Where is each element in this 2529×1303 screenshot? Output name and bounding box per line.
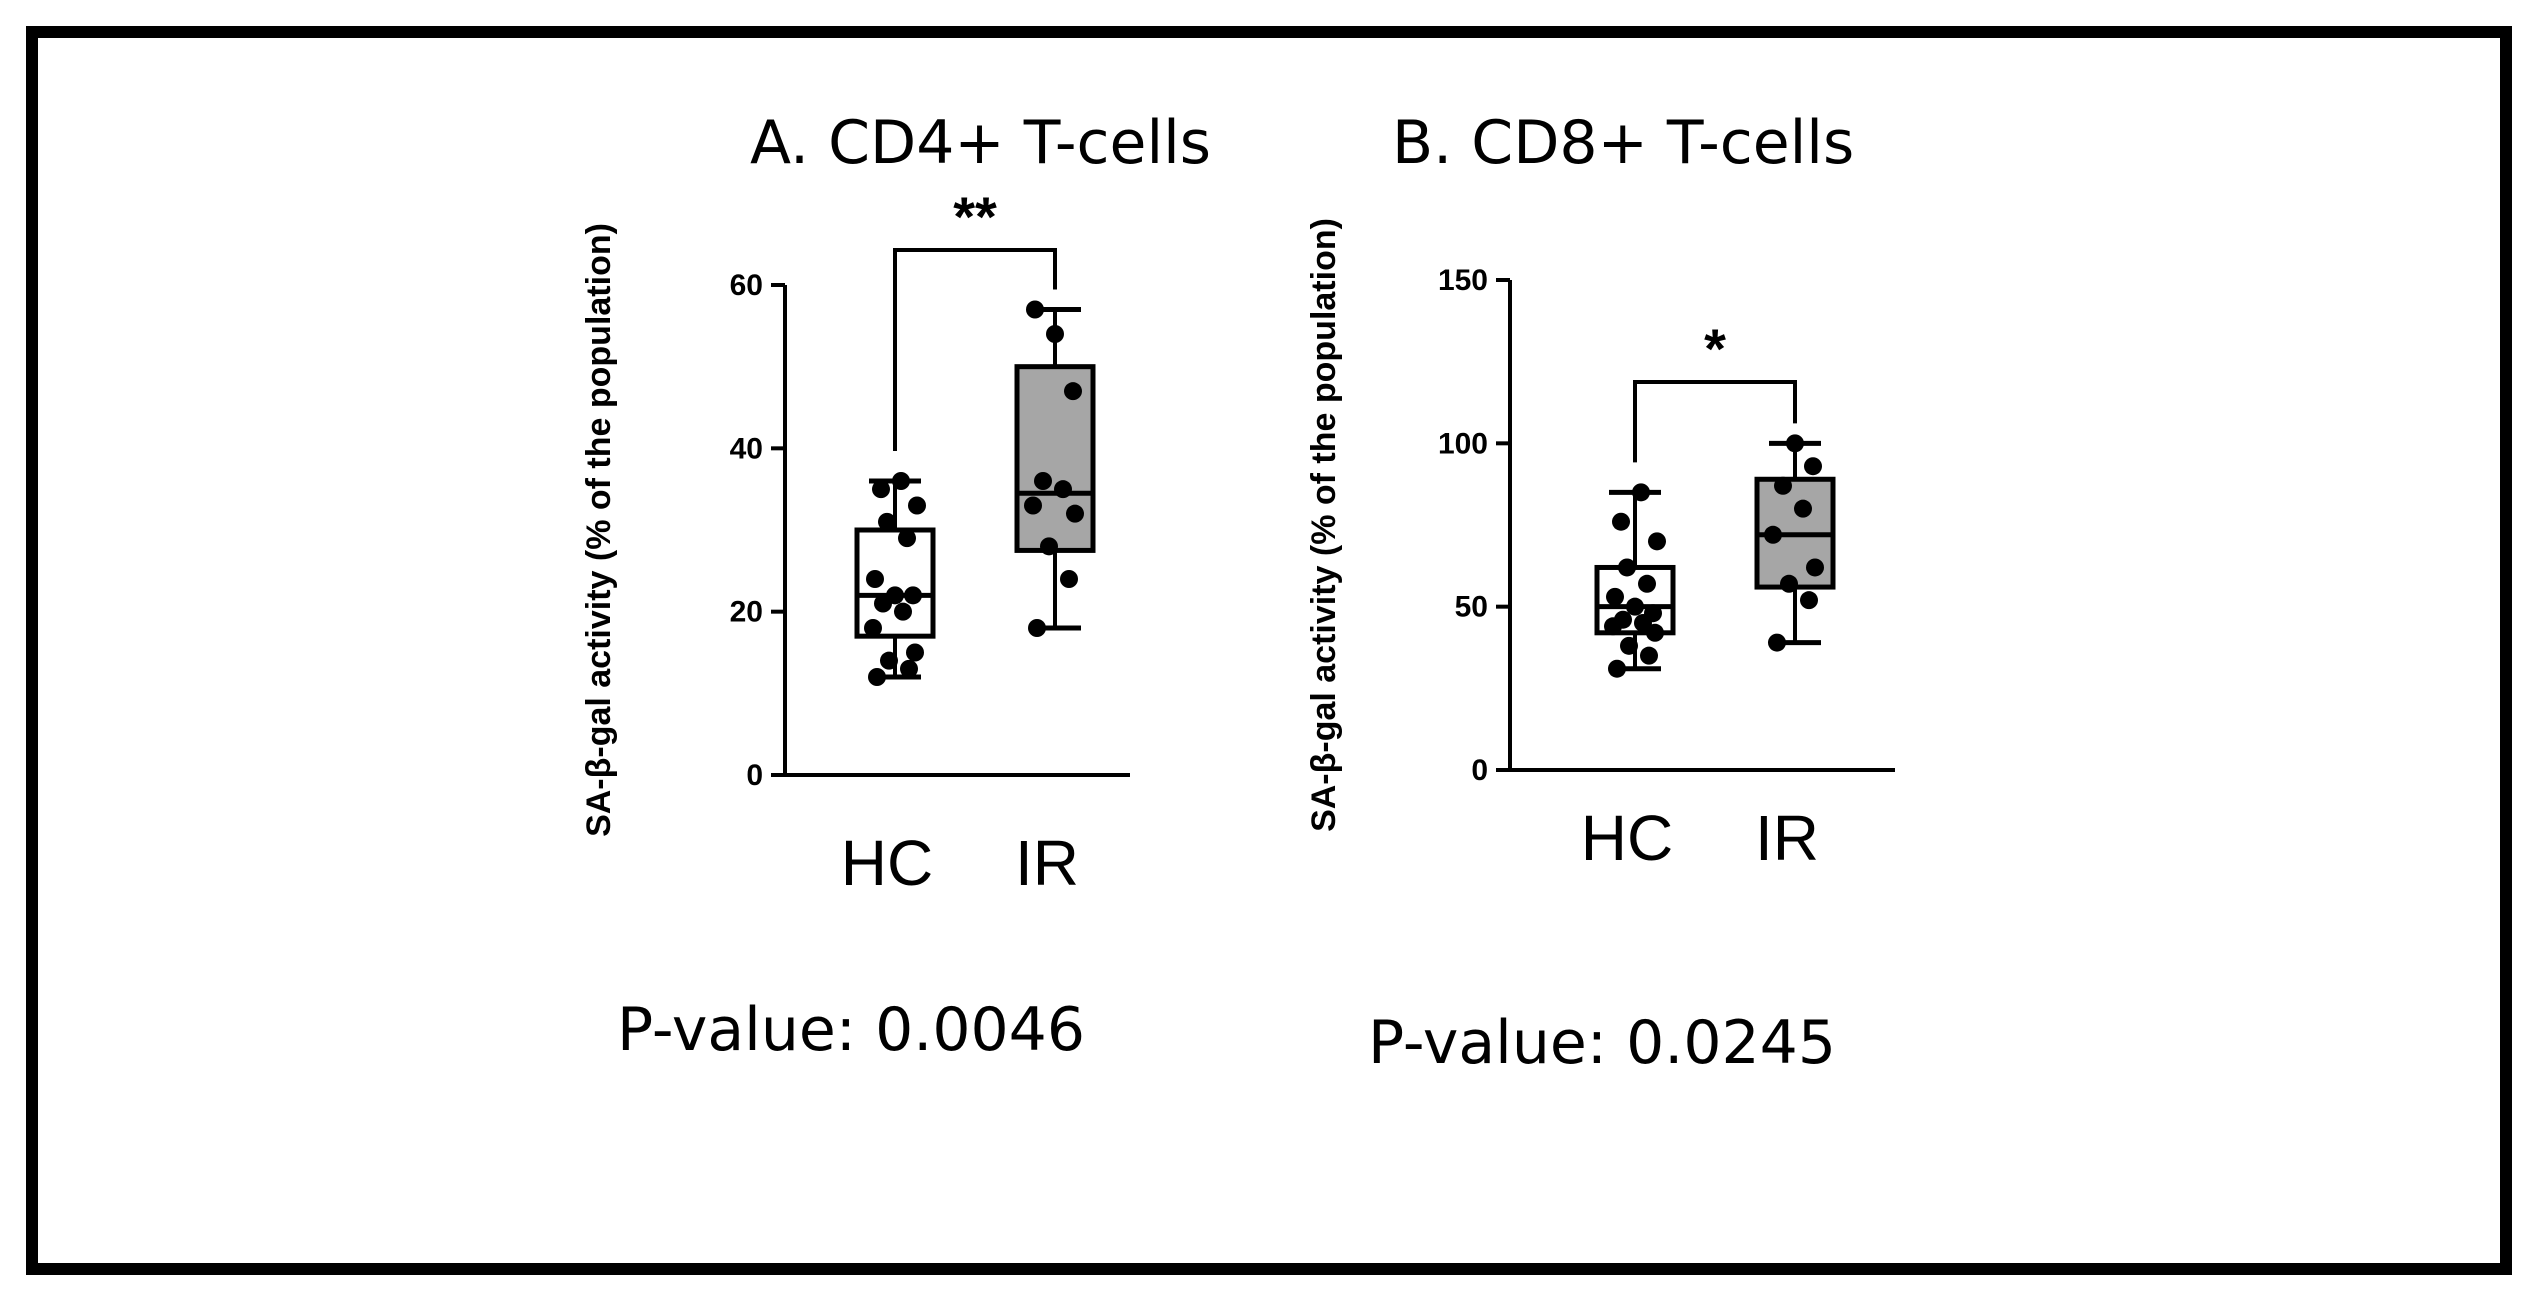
cd4-y-tick-label: 20 (730, 596, 763, 629)
cd4-ir-data-point (1054, 480, 1072, 499)
cd4-ir-data-point (1040, 537, 1058, 556)
cd4-hc-data-point (900, 659, 918, 678)
cd4-ir-data-point (1046, 325, 1064, 343)
cd4-hc-data-point (906, 643, 924, 662)
cd4-ir-data-point (1034, 472, 1052, 490)
cd4-ir-data-point (1066, 504, 1084, 523)
cd4-hc-data-point (894, 602, 912, 621)
cd8-y-axis-label: SA-β-gal activity (% of the population) (1305, 218, 1343, 832)
cd4-ir-data-point (1028, 619, 1046, 637)
chart-a-title: A. CD4+ T-cells (750, 108, 1212, 178)
cd4-ir-data-point (1026, 300, 1044, 319)
cd8-hc-data-point (1618, 558, 1636, 577)
cd8-hc-data-point (1638, 574, 1656, 593)
cd4-hc-data-point (864, 619, 882, 637)
cd8-ir-data-point (1780, 574, 1798, 593)
cd8-ir-data-point (1804, 457, 1822, 476)
cd4-hc-data-point (878, 512, 896, 531)
cd4-ir-box (1014, 364, 1096, 553)
cd8-hc-data-point (1644, 604, 1662, 623)
cd8-y-tick-label: 150 (1438, 264, 1488, 297)
cd8-hc-data-point (1612, 512, 1630, 531)
cd8-ir-category-label: IR (1755, 802, 1819, 874)
cd4-hc-data-point (892, 472, 910, 490)
cd8-ir-data-point (1794, 499, 1812, 518)
chart-a-cd4: SA-β-gal activity (% of the population) 0… (580, 185, 1130, 899)
cd4-hc-data-point (868, 668, 886, 686)
chart-a-p-value: P-value: 0.0046 (617, 995, 1086, 1065)
cd8-hc-data-point (1648, 532, 1666, 551)
cd8-significance-bracket (1633, 380, 1797, 463)
cd8-hc-data-point (1606, 587, 1624, 606)
cd8-ir-data-point (1800, 591, 1818, 610)
cd4-hc-category-label: HC (841, 827, 933, 899)
cd8-hc-data-point (1646, 623, 1664, 642)
cd8-y-tick-label: 100 (1438, 427, 1488, 460)
cd8-ir-data-point (1764, 525, 1782, 544)
cd4-ir-data-point (1060, 570, 1078, 588)
cd4-hc-data-point (880, 651, 898, 670)
cd8-hc-data-point (1620, 636, 1638, 655)
cd8-hc-data-point (1626, 597, 1644, 616)
cd8-significance-label: * (1704, 317, 1726, 380)
figure-frame (26, 26, 2512, 1275)
cd4-hc-data-point (886, 586, 904, 605)
cd4-ir-category-label: IR (1015, 827, 1079, 899)
chart-b-cd8: SA-β-gal activity (% of the population) 0… (1305, 218, 1895, 874)
cd4-hc-data-point (866, 570, 884, 588)
cd8-y-tick-label: 50 (1455, 591, 1488, 624)
cd4-y-axis-label: SA-β-gal activity (% of the population) (580, 223, 618, 837)
cd4-hc-data-point (872, 480, 890, 499)
cd4-y-tick-label: 0 (746, 759, 763, 792)
cd4-y-tick-label: 60 (730, 269, 763, 302)
cd8-ir-data-point (1768, 633, 1786, 652)
cd4-hc-data-point (908, 496, 926, 515)
cd8-hc-data-point (1640, 646, 1658, 665)
cd4-y-tick-label: 40 (730, 432, 763, 465)
cd4-hc-data-point (904, 586, 922, 605)
cd4-ir-data-point (1064, 382, 1082, 401)
chart-b-title: B. CD8+ T-cells (1392, 108, 1855, 178)
cd4-ir-data-point (1024, 496, 1042, 515)
cd8-hc-data-point (1608, 659, 1626, 678)
cd8-hc-data-point (1632, 483, 1650, 502)
cd8-ir-data-point (1786, 434, 1804, 453)
cd4-significance-label: ** (953, 185, 997, 248)
cd4-significance-bracket (893, 248, 1057, 451)
cd8-ir-data-point (1774, 476, 1792, 495)
cd4-hc-data-point (898, 529, 916, 548)
cd8-hc-category-label: HC (1581, 802, 1673, 874)
chart-b-p-value: P-value: 0.0245 (1368, 1008, 1837, 1078)
cd8-hc-data-point (1614, 610, 1632, 629)
cd8-y-tick-label: 0 (1471, 754, 1488, 787)
cd8-ir-data-point (1806, 558, 1824, 577)
